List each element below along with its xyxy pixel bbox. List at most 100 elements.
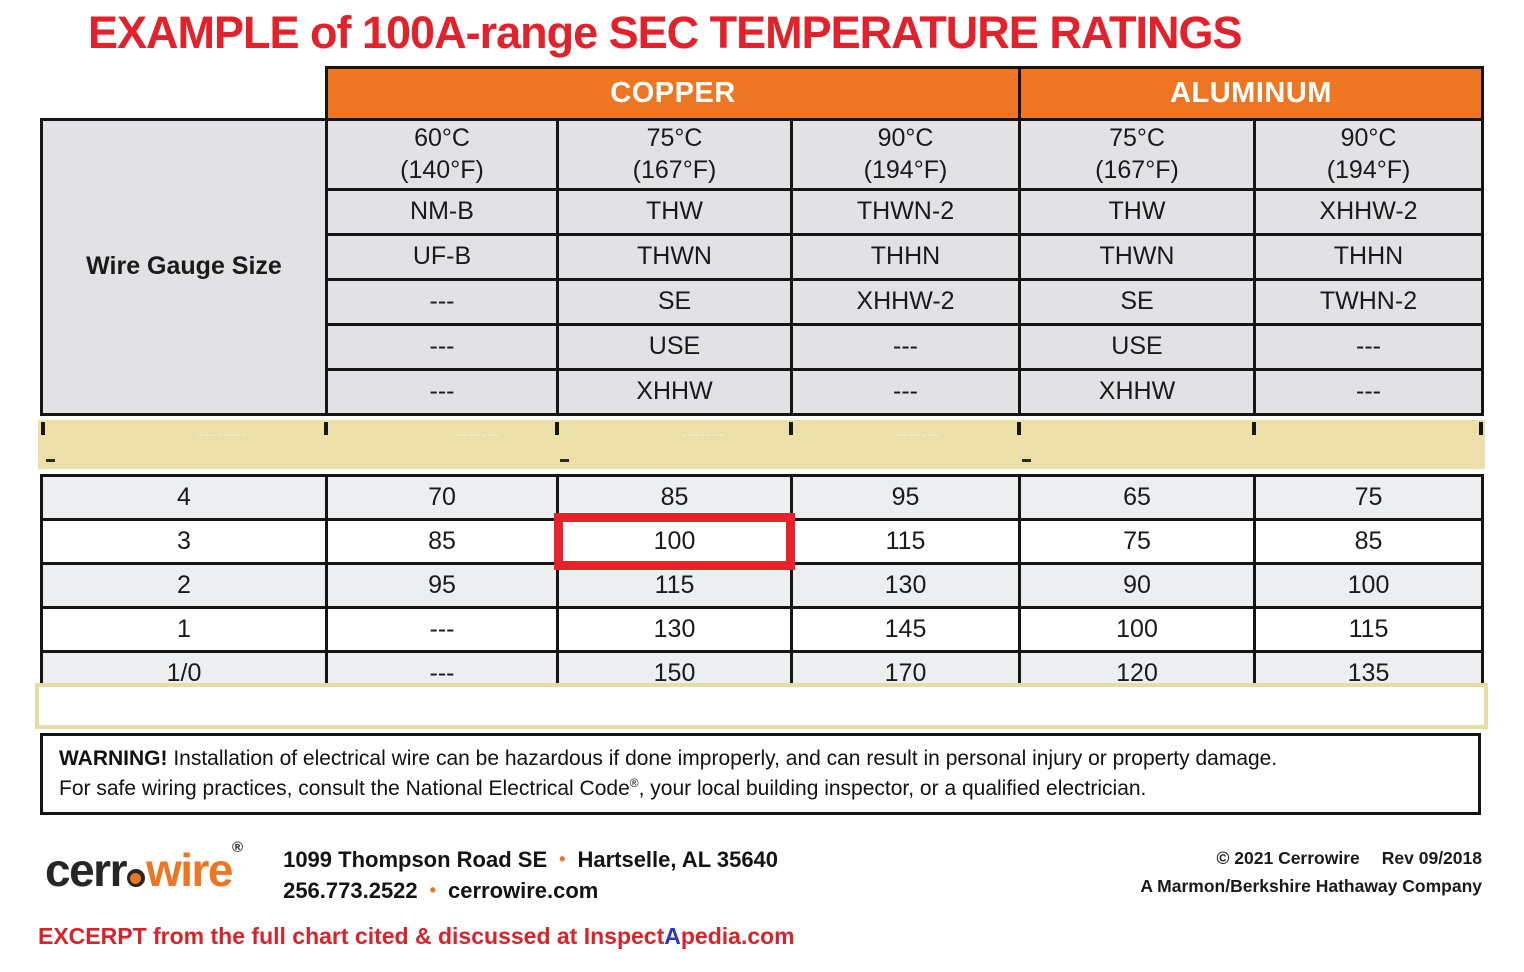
highlighted-ampacity-cell: 100 <box>554 512 795 570</box>
ampacity-cell: 75 <box>1253 473 1484 521</box>
band-artifact <box>41 421 45 435</box>
ampacity-cell: 70 <box>325 473 559 521</box>
excerpt-blue-letter: A <box>664 922 681 949</box>
wire-type-row: --- USE --- USE --- <box>42 322 1485 371</box>
temp-f: (167°F) <box>1095 156 1179 184</box>
warning-text: For safe wiring practices, consult the N… <box>59 776 630 800</box>
band-artifact <box>1252 421 1256 435</box>
registered-mark: ® <box>629 775 639 790</box>
wire-type-cell: THWN <box>556 232 793 281</box>
wire-type-cell: XHHW <box>1018 367 1256 416</box>
wire-type-cell: THWN-2 <box>790 187 1021 236</box>
temp-header-copper-60c: 60°C (140°F) <box>325 117 559 191</box>
band-artifact <box>324 421 328 435</box>
band-artifact <box>1017 421 1021 435</box>
wire-type-cell: THHN <box>790 232 1021 281</box>
wire-type-cell: --- <box>325 367 559 416</box>
temp-header-aluminum-90c: 90°C (194°F) <box>1252 117 1485 191</box>
ampacity-cell: 145 <box>790 605 1021 653</box>
warning-line-1: WARNING! Installation of electrical wire… <box>59 744 1462 774</box>
wire-type-cell: --- <box>325 277 559 326</box>
address-line-2: 256.773.2522 • cerrowire.com <box>283 876 778 907</box>
temp-f: (167°F) <box>632 156 717 184</box>
ampacity-cell: 65 <box>1018 473 1256 521</box>
address-line-1: 1099 Thompson Road SE • Hartselle, AL 3564… <box>283 845 778 876</box>
ampacity-cell: 75 <box>1018 517 1256 565</box>
copper-group-header: COPPER <box>325 65 1021 121</box>
table-row: 2 95 115 130 90 100 <box>40 561 1484 609</box>
band-artifact: ~~~~~~~~ <box>197 429 249 440</box>
warning-line-2: For safe wiring practices, consult the N… <box>59 774 1462 804</box>
dot-separator: • <box>559 849 566 870</box>
wire-type-row: UF-B THWN THHN THWN THHN <box>42 232 1485 281</box>
dot-separator: • <box>429 880 436 901</box>
aluminum-group-header: ALUMINUM <box>1017 65 1485 121</box>
gauge-cell: 2 <box>40 561 328 609</box>
ampacity-cell: 95 <box>325 561 559 609</box>
wire-type-row: --- SE XHHW-2 SE TWHN-2 <box>42 277 1485 326</box>
table-row: 4 70 85 95 65 75 <box>40 473 1484 521</box>
ampacity-cell: 130 <box>556 605 793 653</box>
warning-label: WARNING! <box>59 746 168 770</box>
band-artifact <box>1479 421 1483 435</box>
temp-header-copper-90c: 90°C (194°F) <box>790 117 1021 191</box>
wire-type-cell: USE <box>556 322 793 371</box>
wire-type-cell: THW <box>556 187 793 236</box>
wire-type-cell: TWHN-2 <box>1252 277 1485 326</box>
temp-c: 75°C <box>646 123 703 152</box>
wire-type-cell: --- <box>1252 322 1485 371</box>
temp-f: (194°F) <box>863 156 948 184</box>
address-block: 1099 Thompson Road SE • Hartselle, AL 3564… <box>283 845 778 907</box>
ampacity-cell: 130 <box>790 561 1021 609</box>
wire-type-header-table: COPPER ALUMINUM Wire Gauge Size 60°C (140… <box>40 65 1485 416</box>
excerpt-text: pedia.com <box>680 922 795 949</box>
ampacity-cell: 95 <box>790 473 1021 521</box>
band-artifact: ~~~~~~~ <box>896 429 940 440</box>
ampacity-cell: 100 <box>1018 605 1256 653</box>
band-artifact <box>46 458 55 462</box>
warning-box: WARNING! Installation of electrical wire… <box>40 732 1481 816</box>
temp-header-aluminum-75c: 75°C (167°F) <box>1018 117 1256 191</box>
page-title: EXAMPLE of 100A-range SEC TEMPERATURE RA… <box>88 7 1242 58</box>
temp-c: 90°C <box>1340 123 1397 152</box>
ampacity-cell: 85 <box>556 473 793 521</box>
wire-type-cell: SE <box>556 277 793 326</box>
ampacity-cell: 115 <box>1253 605 1484 653</box>
ampacity-cell: 85 <box>325 517 559 565</box>
ampacity-cell: 90 <box>1018 561 1256 609</box>
copyright-line: © 2021 Cerrowire Rev 09/2018 <box>1140 845 1482 872</box>
wire-type-cell: UF-B <box>325 232 559 281</box>
ampacity-value: 100 <box>653 526 696 555</box>
wire-type-cell: --- <box>1252 367 1485 416</box>
wire-type-cell: XHHW <box>556 367 793 416</box>
temp-header-copper-75c: 75°C (167°F) <box>556 117 793 191</box>
ampacity-cell: --- <box>325 605 559 653</box>
band-artifact <box>789 421 793 435</box>
material-group-row: COPPER ALUMINUM <box>41 65 1485 121</box>
logo-text-orange: wire <box>145 844 234 897</box>
band-artifact <box>560 458 569 462</box>
wire-type-cell: --- <box>790 322 1021 371</box>
ampacity-cell: 85 <box>1253 517 1484 565</box>
document-page: EXAMPLE of 100A-range SEC TEMPERATURE RA… <box>0 8 1524 972</box>
gauge-cell: 4 <box>40 473 328 521</box>
copyright-text: © 2021 Cerrowire <box>1216 848 1360 869</box>
table-row: 3 85 100 115 75 85 <box>40 512 1484 570</box>
wire-gauge-size-label: Wire Gauge Size <box>40 117 328 416</box>
registered-mark: ® <box>232 839 244 857</box>
ampacity-cell: 115 <box>556 561 793 609</box>
wire-type-cell: THW <box>1018 187 1256 236</box>
wire-type-cell: XHHW-2 <box>1252 187 1485 236</box>
street-address: 1099 Thompson Road SE <box>283 847 548 873</box>
temp-c: 75°C <box>1109 123 1165 152</box>
wire-type-cell: NM-B <box>325 187 559 236</box>
wire-type-cell: --- <box>790 367 1021 416</box>
redacted-row-band-bottom <box>35 682 1488 729</box>
temp-f: (194°F) <box>1326 156 1411 184</box>
logo-o-ring-icon <box>126 869 145 888</box>
warning-text: Installation of electrical wire can be h… <box>167 746 1278 770</box>
temp-c: 60°C <box>414 123 470 152</box>
blank-corner <box>41 67 327 119</box>
redacted-row-band: ~~~~~~~~ ~~~~~~~ ~~~~~~~ ~~~~~~~ <box>38 419 1485 469</box>
band-artifact: ~~~~~~~ <box>456 429 500 440</box>
